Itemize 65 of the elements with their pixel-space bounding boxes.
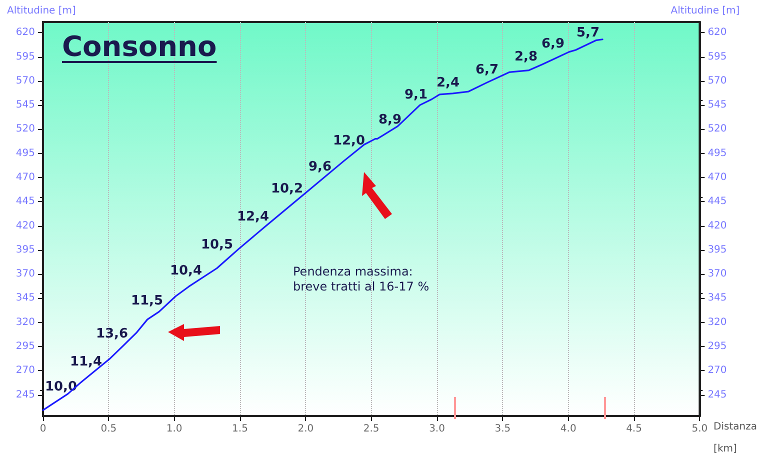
y-tick-label: 420	[16, 220, 35, 232]
y-tick-label: 620	[16, 27, 35, 38]
annotation: 11,4	[70, 354, 102, 370]
y2-tick-label: 495	[708, 148, 727, 159]
y-tick-label: 520	[16, 124, 35, 135]
y2-tick-label: 445	[708, 196, 727, 208]
y-tick-label: 270	[16, 365, 35, 376]
annotation: 10,5	[200, 238, 234, 252]
annotation: 10,0	[44, 380, 78, 394]
y-tick-label: 495	[16, 148, 35, 159]
annotation: 2,4	[436, 76, 460, 90]
annotation: 12,4	[236, 210, 270, 224]
x-tick-label: 1.0	[166, 424, 182, 434]
annotation: 13,6	[96, 326, 128, 342]
y-tick-label: 470	[16, 172, 35, 183]
y2-tick-label: 370	[708, 268, 727, 280]
y-tick-label: 345	[16, 292, 35, 304]
annotation: 5,7	[576, 26, 600, 40]
x-tick-label: 5.0	[692, 424, 708, 434]
annotation: Pendenza massima: breve tratti al 16-17 %	[293, 264, 430, 294]
y2-tick-label: 620	[708, 27, 727, 38]
y2-tick-label: 295	[708, 340, 727, 352]
y2-tick-label: 420	[708, 220, 727, 232]
x-tick-label: 3.0	[429, 424, 445, 434]
annotation: 8,9	[378, 112, 402, 128]
y-tick-label: 545	[16, 100, 35, 111]
y-tick-label: 570	[16, 75, 35, 86]
y2-tick-label: 520	[708, 124, 727, 135]
y-tick-label: 395	[16, 244, 35, 256]
x-tick-label: 4.0	[560, 424, 576, 434]
x-axis-title: Distanza [km]	[714, 422, 757, 454]
y-tick-label: 445	[16, 196, 35, 208]
y2-tick-label: 320	[708, 316, 727, 328]
y-tick-label: 320	[16, 316, 35, 328]
annotation: 12,0	[332, 134, 366, 148]
y-axis-title: Altitudine [m]	[7, 6, 76, 16]
x-tick-label: 3.5	[494, 424, 511, 434]
chart-title: Consonno	[62, 30, 217, 63]
y-tick-label: 370	[16, 268, 35, 280]
x-tick-label: 2.5	[363, 424, 380, 434]
annotation: 10,4	[170, 264, 202, 278]
y-tick-label: 245	[16, 389, 35, 400]
x-tick-label: 2.0	[298, 424, 314, 434]
annotation: 10,2	[270, 182, 304, 196]
y2-tick-label: 345	[708, 292, 727, 304]
y2-tick-label: 245	[708, 389, 727, 400]
annotation: 11,5	[130, 294, 164, 308]
y2-tick-label: 270	[708, 365, 727, 376]
y2-axis-title: Altitudine [m]	[670, 6, 740, 16]
annotation: 9,1	[404, 88, 428, 102]
y2-tick-label: 545	[708, 100, 727, 111]
annotation: 6,7	[475, 62, 499, 78]
x-tick-label: 1.5	[232, 424, 248, 434]
y2-tick-label: 595	[708, 51, 727, 62]
annotation: 6,9	[541, 36, 565, 52]
x-tick-label: 0.5	[100, 424, 117, 434]
x-tick-label: 0	[40, 424, 46, 434]
y-tick-label: 295	[16, 340, 35, 352]
annotation: 2,8	[514, 50, 538, 64]
y-tick-label: 595	[16, 51, 35, 62]
y2-tick-label: 570	[708, 75, 727, 86]
y2-tick-label: 395	[708, 244, 727, 256]
annotation: 9,6	[308, 160, 332, 174]
x-tick-label: 4.5	[626, 424, 642, 434]
y2-tick-label: 470	[708, 172, 727, 183]
